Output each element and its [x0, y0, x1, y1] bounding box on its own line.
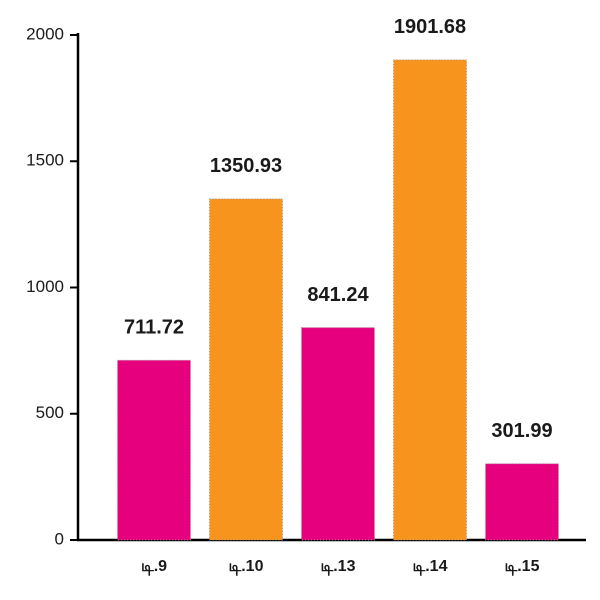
y-tick-label: 500 [36, 403, 64, 422]
y-tick-label: 2000 [26, 24, 64, 43]
y-tick-label: 0 [55, 529, 64, 548]
value-label: 1901.68 [394, 16, 466, 38]
bar [393, 59, 467, 541]
x-tick-label: டி.10 [229, 558, 264, 576]
y-tick-label: 1000 [26, 277, 64, 296]
value-label: 301.99 [491, 420, 552, 442]
bar [485, 463, 559, 541]
x-tick-label: டி.14 [413, 558, 448, 576]
value-label: 1350.93 [210, 155, 282, 177]
x-tick-label: டி.13 [321, 558, 356, 576]
value-label: 711.72 [124, 317, 184, 339]
x-tick-label: டி.15 [505, 558, 540, 576]
x-tick-label: டி.9 [141, 558, 167, 576]
bar [209, 198, 283, 541]
y-tick-label: 1500 [26, 151, 64, 170]
bar [301, 327, 375, 541]
value-label: 841.24 [307, 284, 369, 306]
bar [117, 359, 191, 541]
